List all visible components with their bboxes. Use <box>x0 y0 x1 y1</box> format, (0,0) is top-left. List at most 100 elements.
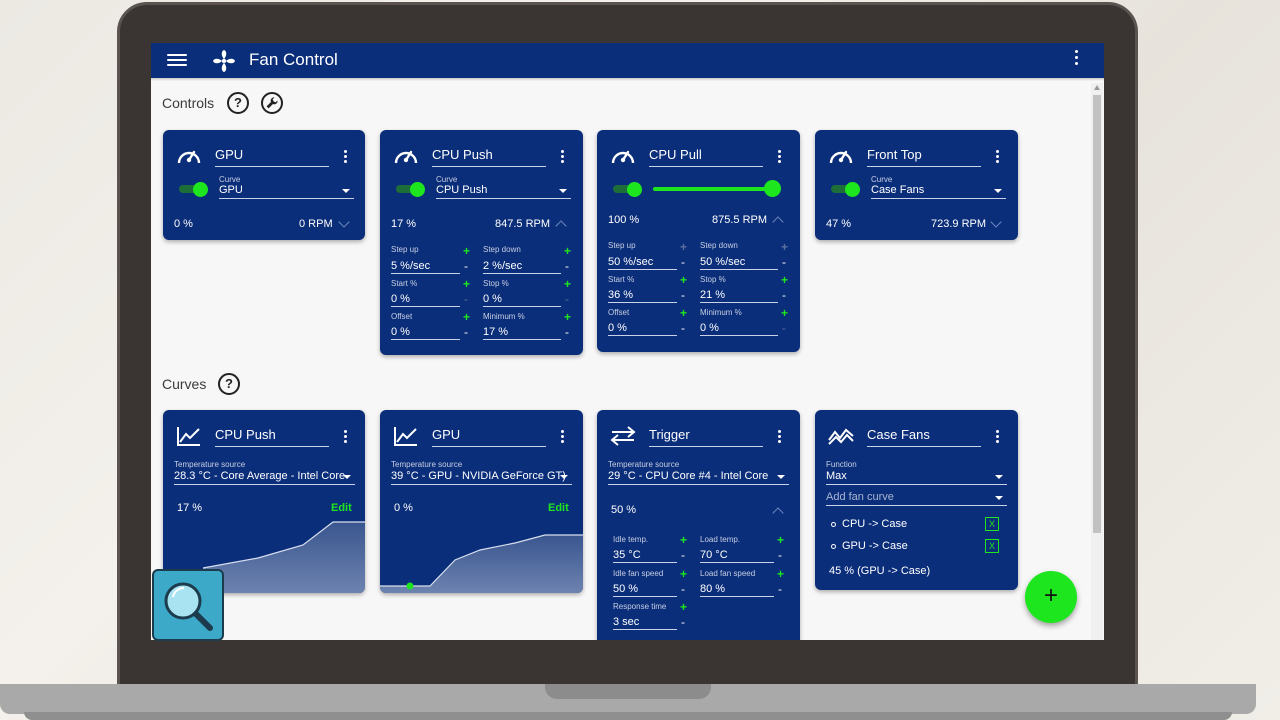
more-vert-icon[interactable] <box>341 148 349 166</box>
load-fan-speed-field[interactable]: 80 % <box>700 583 774 597</box>
manual-speed-slider[interactable] <box>653 180 781 198</box>
enable-toggle[interactable] <box>831 182 860 197</box>
enable-toggle[interactable] <box>396 182 425 197</box>
minimum-minus-button[interactable]: - <box>565 325 569 339</box>
more-vert-icon[interactable] <box>775 148 783 166</box>
chevron-up-icon[interactable] <box>555 220 567 232</box>
load-temp-field[interactable]: 70 °C <box>700 549 774 563</box>
stop-minus-button[interactable]: - <box>565 292 569 306</box>
minimum-plus-button[interactable]: + <box>781 306 789 320</box>
stop-plus-button[interactable]: + <box>781 273 789 287</box>
offset-plus-button[interactable]: + <box>463 310 471 324</box>
curve-name[interactable]: CPU Push <box>215 427 329 447</box>
curve-select[interactable]: GPU <box>219 184 354 199</box>
scroll-up-arrow-icon[interactable] <box>1094 85 1100 90</box>
remove-curve-button[interactable]: X <box>985 539 999 553</box>
temperature-source-select[interactable]: 39 °C - GPU - NVIDIA GeForce GT) <box>391 470 572 485</box>
curve-name[interactable]: Trigger <box>649 427 763 447</box>
enable-toggle[interactable] <box>613 182 642 197</box>
curve-select[interactable]: Case Fans <box>871 184 1006 199</box>
slider-handle[interactable] <box>764 180 781 197</box>
curve-name[interactable]: GPU <box>432 427 546 447</box>
more-vert-icon[interactable] <box>993 148 1001 166</box>
control-name[interactable]: CPU Pull <box>649 147 763 167</box>
step-down-minus-button[interactable]: - <box>565 259 569 273</box>
control-name[interactable]: GPU <box>215 147 329 167</box>
chevron-down-icon[interactable] <box>338 216 350 228</box>
wrench-icon[interactable] <box>261 92 283 114</box>
idle-fan-speed-plus-button[interactable]: + <box>680 567 688 581</box>
idle-fan-speed-minus-button[interactable]: - <box>681 582 685 596</box>
start-plus-button[interactable]: + <box>680 273 688 287</box>
minimum-plus-button[interactable]: + <box>564 310 572 324</box>
step-up-plus-button[interactable]: + <box>463 244 471 258</box>
temperature-source-select[interactable]: 29 °C - CPU Core #4 - Intel Core <box>608 470 789 485</box>
step-up-minus-button[interactable]: - <box>464 259 468 273</box>
magnifier-icon[interactable] <box>152 569 224 641</box>
chevron-up-icon[interactable] <box>772 507 784 519</box>
edit-curve-link[interactable]: Edit <box>548 502 569 514</box>
stop-field[interactable]: 0 % <box>483 293 561 307</box>
scrollbar[interactable] <box>1091 83 1103 640</box>
stop-field[interactable]: 21 % <box>700 289 778 303</box>
add-fan-curve-select[interactable]: Add fan curve <box>826 491 1007 506</box>
offset-field[interactable]: 0 % <box>608 322 677 336</box>
load-temp-minus-button[interactable]: - <box>778 548 782 562</box>
stop-minus-button[interactable]: - <box>782 288 786 302</box>
idle-temp-minus-button[interactable]: - <box>681 548 685 562</box>
response-time-plus-button[interactable]: + <box>680 600 688 614</box>
start-plus-button[interactable]: + <box>463 277 471 291</box>
offset-minus-button[interactable]: - <box>681 321 685 335</box>
control-name[interactable]: Front Top <box>867 147 981 167</box>
more-vert-icon[interactable] <box>1066 47 1086 71</box>
enable-toggle[interactable] <box>179 182 208 197</box>
minimum-minus-button[interactable]: - <box>782 321 786 335</box>
temperature-source-select[interactable]: 28.3 °C - Core Average - Intel Core <box>174 470 355 485</box>
load-fan-speed-minus-button[interactable]: - <box>778 582 782 596</box>
load-temp-plus-button[interactable]: + <box>777 533 785 547</box>
step-up-field[interactable]: 50 %/sec <box>608 256 677 270</box>
step-up-field[interactable]: 5 %/sec <box>391 260 460 274</box>
offset-field[interactable]: 0 % <box>391 326 460 340</box>
more-vert-icon[interactable] <box>775 428 783 446</box>
more-vert-icon[interactable] <box>341 428 349 446</box>
step-up-minus-button[interactable]: - <box>681 255 685 269</box>
chevron-down-icon[interactable] <box>990 216 1002 228</box>
offset-plus-button[interactable]: + <box>680 306 688 320</box>
load-fan-speed-plus-button[interactable]: + <box>777 567 785 581</box>
offset-minus-button[interactable]: - <box>464 325 468 339</box>
curve-name[interactable]: Case Fans <box>867 427 981 447</box>
idle-temp-plus-button[interactable]: + <box>680 533 688 547</box>
control-name[interactable]: CPU Push <box>432 147 546 167</box>
start-minus-button[interactable]: - <box>464 292 468 306</box>
hamburger-menu-icon[interactable] <box>167 51 187 69</box>
help-circle-icon[interactable]: ? <box>227 92 249 114</box>
step-down-field[interactable]: 2 %/sec <box>483 260 561 274</box>
help-circle-icon[interactable]: ? <box>218 373 240 395</box>
function-select[interactable]: Max <box>826 470 1007 485</box>
step-up-plus-button[interactable]: + <box>680 240 688 254</box>
step-down-minus-button[interactable]: - <box>782 255 786 269</box>
response-time-minus-button[interactable]: - <box>681 615 685 629</box>
start-field[interactable]: 0 % <box>391 293 460 307</box>
minimum-field[interactable]: 0 % <box>700 322 778 336</box>
start-minus-button[interactable]: - <box>681 288 685 302</box>
more-vert-icon[interactable] <box>558 148 566 166</box>
response-time-field[interactable]: 3 sec <box>613 616 677 630</box>
more-vert-icon[interactable] <box>993 428 1001 446</box>
step-down-plus-button[interactable]: + <box>781 240 789 254</box>
start-field[interactable]: 36 % <box>608 289 677 303</box>
stop-plus-button[interactable]: + <box>564 277 572 291</box>
step-down-field[interactable]: 50 %/sec <box>700 256 778 270</box>
chevron-up-icon[interactable] <box>772 216 784 228</box>
idle-fan-speed-field[interactable]: 50 % <box>613 583 677 597</box>
step-down-plus-button[interactable]: + <box>564 244 572 258</box>
minimum-field[interactable]: 17 % <box>483 326 561 340</box>
curve-select[interactable]: CPU Push <box>436 184 571 199</box>
edit-curve-link[interactable]: Edit <box>331 502 352 514</box>
idle-temp-field[interactable]: 35 °C <box>613 549 677 563</box>
remove-curve-button[interactable]: X <box>985 517 999 531</box>
more-vert-icon[interactable] <box>558 428 566 446</box>
scrollbar-thumb[interactable] <box>1093 95 1101 533</box>
add-plus-button[interactable]: + <box>1025 571 1077 623</box>
